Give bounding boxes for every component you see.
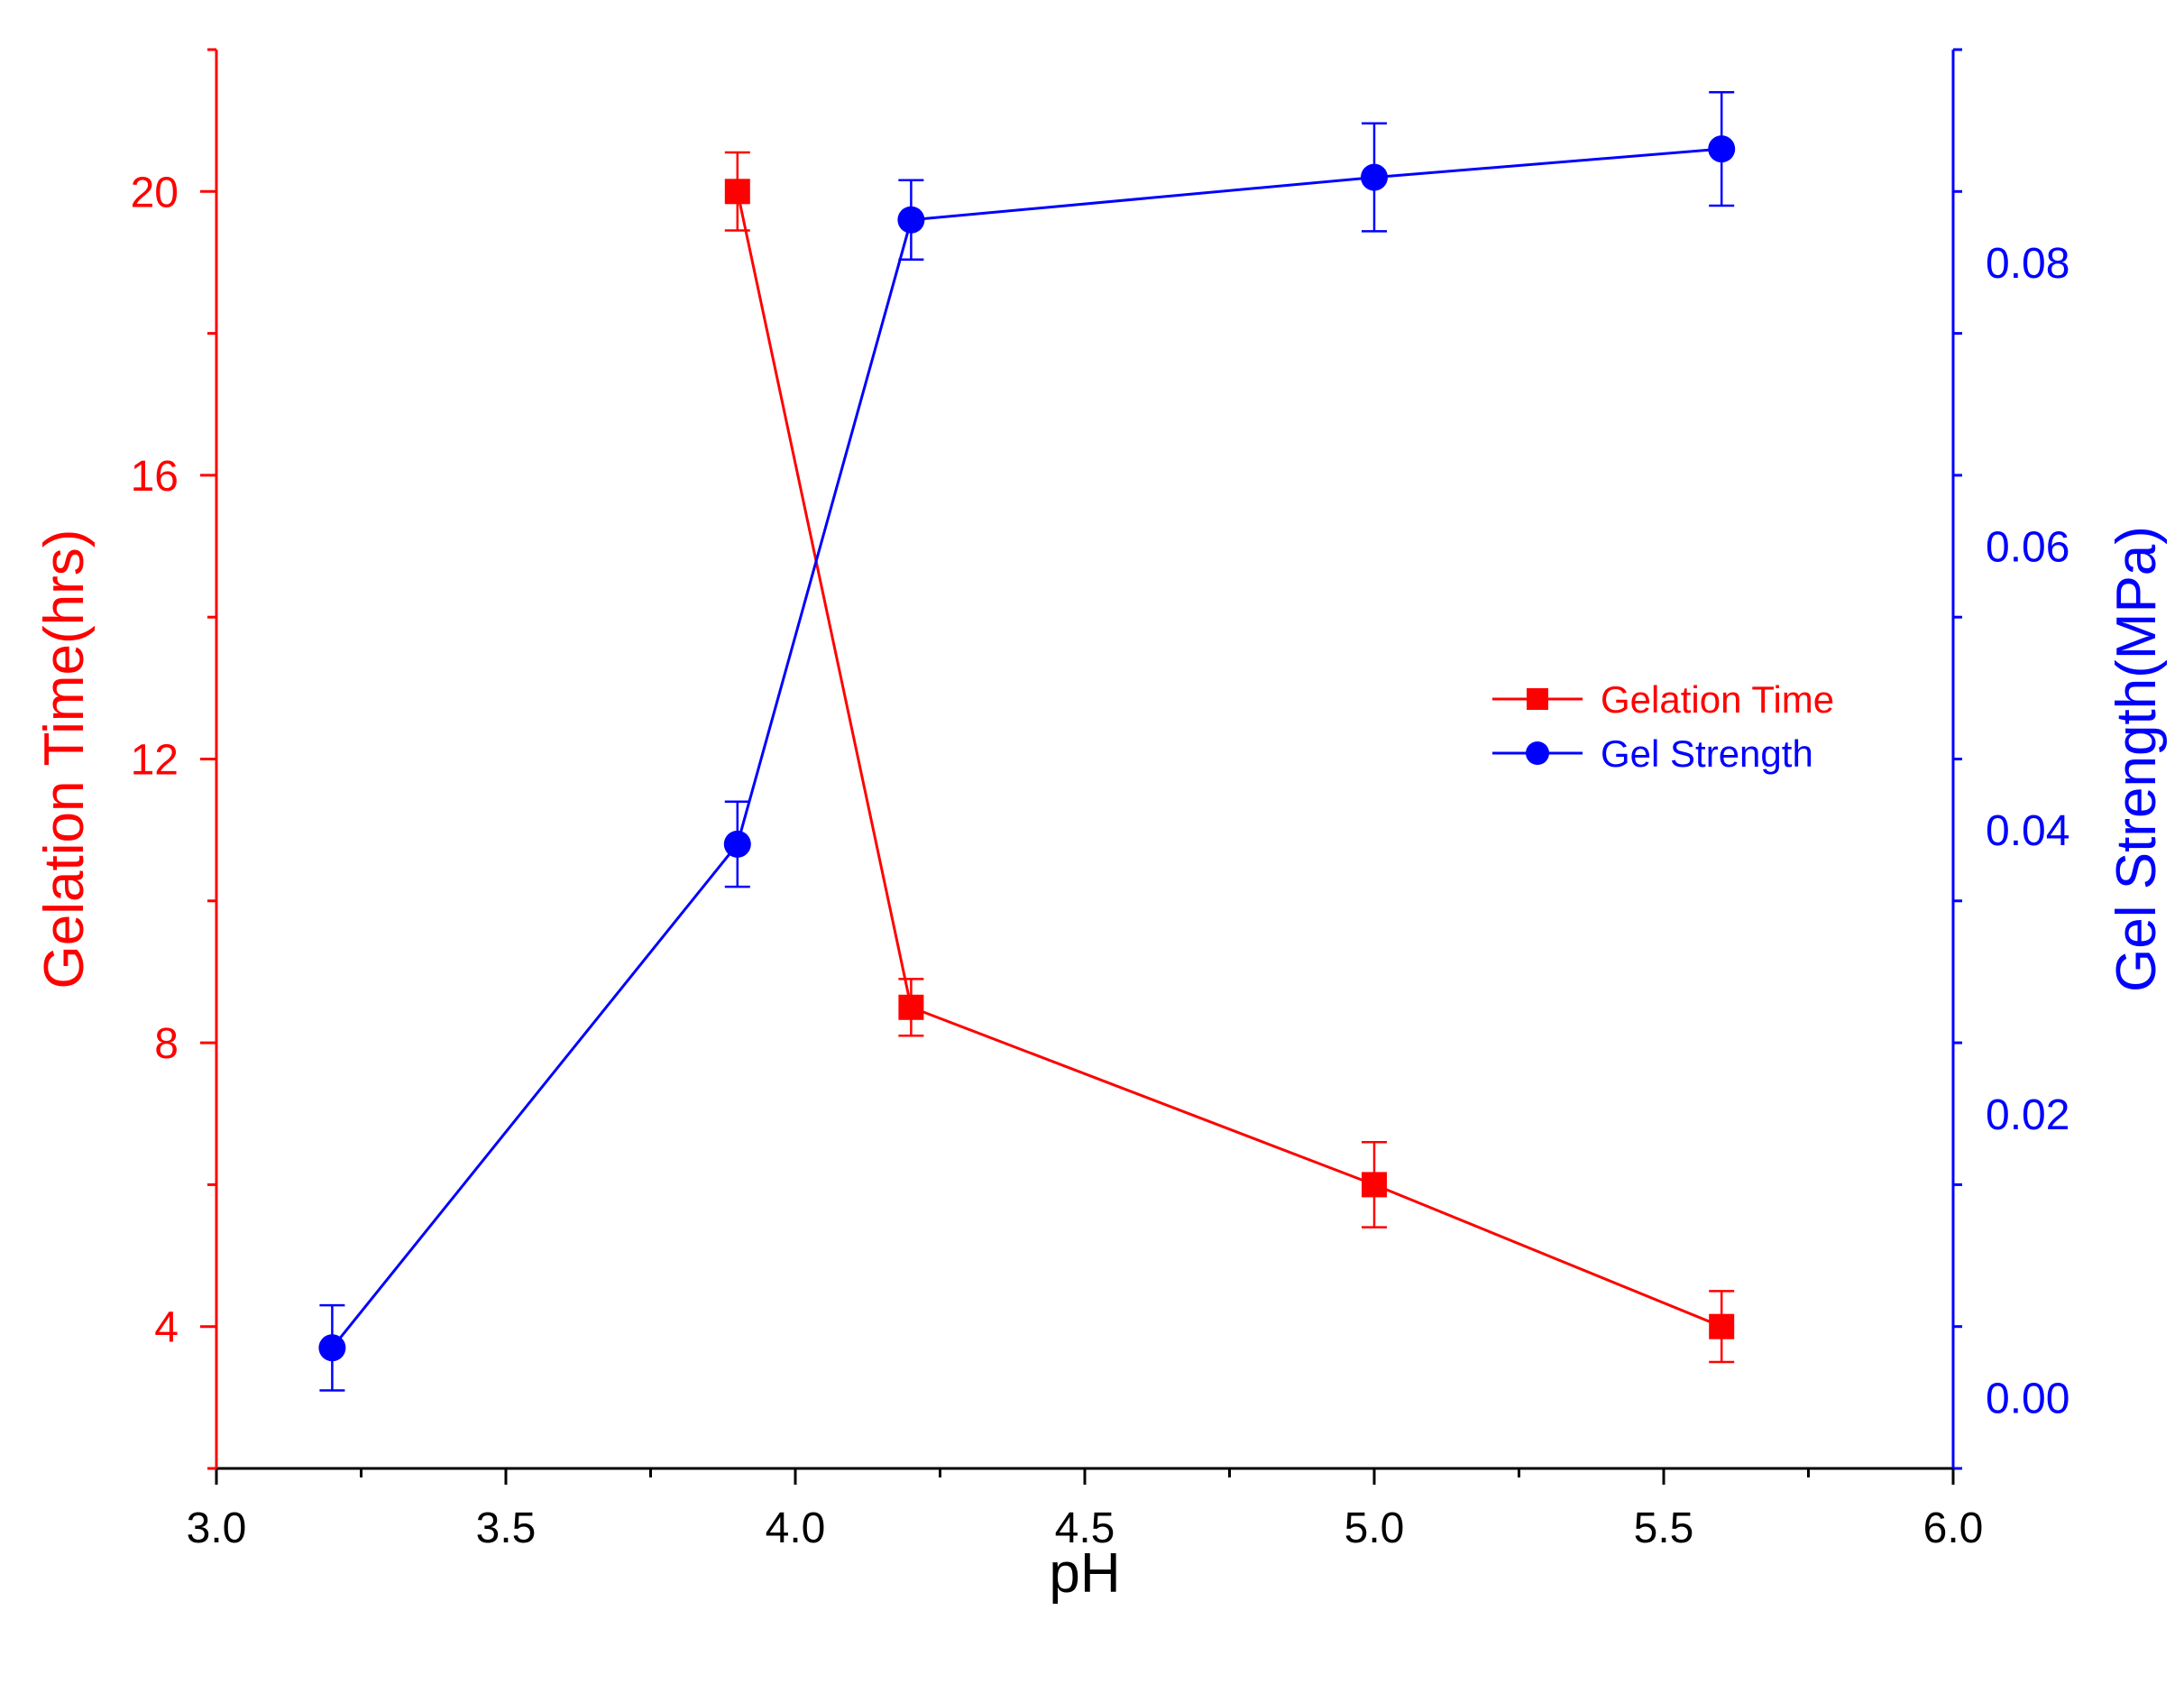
x-tick-label: 3.0: [187, 1505, 247, 1552]
series-line: [736, 190, 1722, 1329]
data-point: [723, 830, 751, 858]
right-tick-label: 0.08: [1986, 240, 2069, 288]
data-point: [1708, 135, 1736, 163]
data-point: [1361, 163, 1388, 191]
axes-layer: 3.0 3.5 4.0 4.5 5.0 5.5 6.0 4 8 12 16 20 0.00 0.02 0.0…: [131, 48, 2069, 1552]
left-tick-label: 20: [131, 169, 179, 216]
right-axis-title: Gel Strength(MPa): [2106, 526, 2168, 992]
x-tick-label: 6.0: [1923, 1505, 1984, 1552]
data-point: [724, 179, 750, 205]
series-line: [331, 147, 1722, 1349]
left-axis-title: Gelation Time(hrs): [33, 529, 96, 989]
legend-label: Gel Strength: [1601, 732, 1813, 775]
series-layer: [318, 90, 1736, 1392]
x-tick-label: 3.5: [476, 1505, 537, 1552]
left-tick-label: 8: [154, 1020, 179, 1068]
right-tick-label: 0.02: [1986, 1091, 2069, 1139]
data-point: [898, 994, 924, 1020]
data-point: [1362, 1172, 1387, 1198]
data-point: [897, 206, 925, 234]
series-gelation-time: [724, 151, 1735, 1364]
data-point: [318, 1334, 346, 1362]
left-tick-label: 16: [131, 453, 179, 501]
left-tick-label: 4: [154, 1304, 179, 1352]
x-tick-label: 4.0: [766, 1505, 826, 1552]
x-tick-label: 5.5: [1634, 1505, 1694, 1552]
right-tick-label: 0.06: [1986, 524, 2069, 572]
x-tick-label: 4.5: [1055, 1505, 1115, 1552]
x-tick-label: 5.0: [1344, 1505, 1405, 1552]
legend-marker: [1527, 688, 1548, 710]
left-tick-label: 12: [131, 737, 179, 785]
series-gel-strength: [318, 90, 1736, 1392]
data-point: [1709, 1313, 1735, 1339]
legend-marker: [1526, 741, 1549, 765]
legend-item: Gelation Time: [1492, 678, 1834, 721]
axis-titles: pH Gelation Time(hrs) Gel Strength(MPa): [33, 526, 2168, 1605]
legend: Gelation Time Gel Strength: [1492, 678, 1834, 775]
legend-item: Gel Strength: [1492, 732, 1813, 775]
right-tick-label: 0.04: [1986, 807, 2069, 855]
right-tick-label: 0.00: [1986, 1375, 2069, 1422]
legend-label: Gelation Time: [1601, 678, 1834, 721]
x-axis-title: pH: [1049, 1542, 1120, 1605]
